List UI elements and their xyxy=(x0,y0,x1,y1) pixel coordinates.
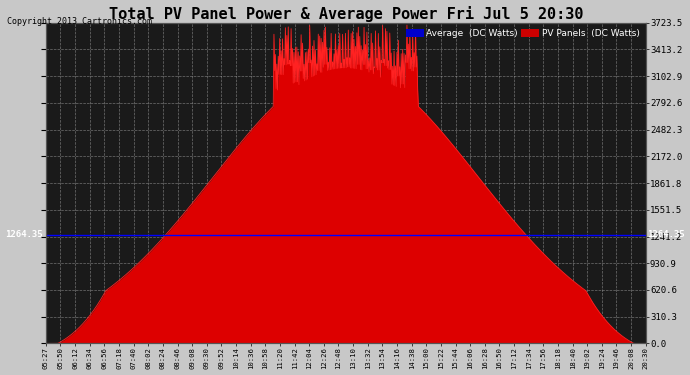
Title: Total PV Panel Power & Average Power Fri Jul 5 20:30: Total PV Panel Power & Average Power Fri… xyxy=(108,6,583,21)
Text: Copyright 2013 Cartronics.com: Copyright 2013 Cartronics.com xyxy=(7,17,152,26)
Text: 1264.35: 1264.35 xyxy=(6,230,43,239)
Legend: Average  (DC Watts), PV Panels  (DC Watts): Average (DC Watts), PV Panels (DC Watts) xyxy=(404,27,641,40)
Text: 1264.35: 1264.35 xyxy=(647,230,684,239)
